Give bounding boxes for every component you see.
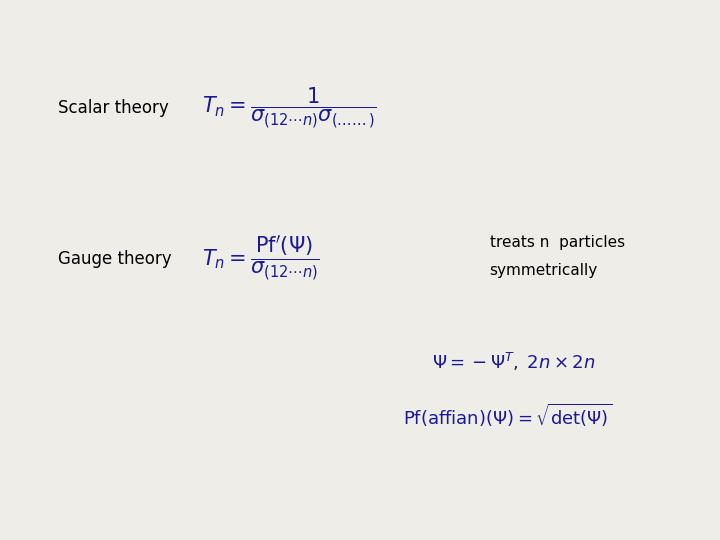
- Text: symmetrically: symmetrically: [490, 262, 598, 278]
- Text: treats n  particles: treats n particles: [490, 235, 625, 251]
- Text: $T_n = \dfrac{\mathrm{Pf}^{\prime}(\Psi)}{\sigma_{(12\cdots n)}}$: $T_n = \dfrac{\mathrm{Pf}^{\prime}(\Psi)…: [202, 234, 320, 284]
- Text: Gauge theory: Gauge theory: [58, 250, 171, 268]
- Text: $T_n = \dfrac{1}{\sigma_{(12\cdots n)}\sigma_{(\ldots\ldots\,)}}$: $T_n = \dfrac{1}{\sigma_{(12\cdots n)}\s…: [202, 85, 377, 131]
- Text: Scalar theory: Scalar theory: [58, 99, 168, 117]
- Text: $\Psi = -\Psi^T, \; 2n \times 2n$: $\Psi = -\Psi^T, \; 2n \times 2n$: [432, 351, 595, 373]
- Text: $\mathrm{Pf(affian)}(\Psi) = \sqrt{\det(\Psi)}$: $\mathrm{Pf(affian)}(\Psi) = \sqrt{\det(…: [403, 402, 612, 429]
